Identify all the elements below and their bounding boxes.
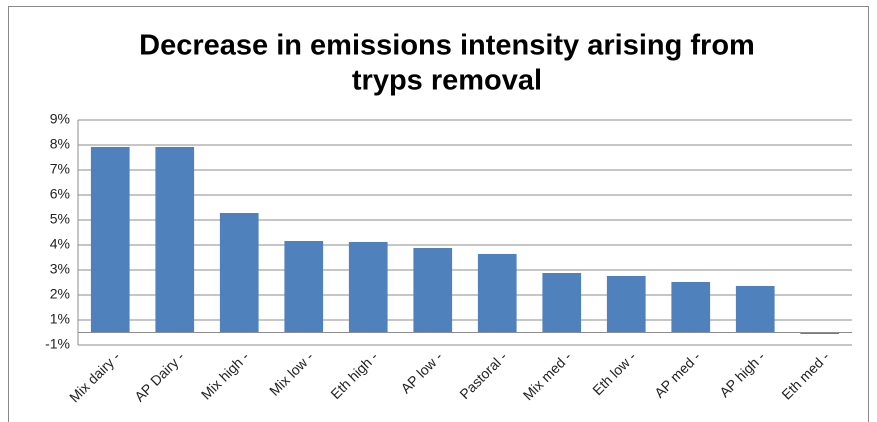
chart-frame [8, 6, 869, 422]
y-tick-label: 4% [50, 236, 70, 252]
y-tick-label: 7% [50, 161, 70, 177]
bar [477, 254, 517, 333]
y-tick-label: 5% [50, 211, 70, 227]
y-tick-label: 1% [50, 311, 70, 327]
y-tick-label: 6% [50, 186, 70, 202]
chart-title: tryps removal [352, 65, 542, 97]
bar [90, 147, 130, 333]
bar [219, 213, 259, 333]
bar [155, 147, 195, 333]
bar [284, 241, 324, 333]
y-tick-label: -1% [45, 336, 70, 352]
bar [413, 248, 453, 333]
y-tick-label: 3% [50, 261, 70, 277]
bar [348, 242, 388, 333]
y-tick-label: 9% [50, 111, 70, 127]
chart-title: Decrease in emissions intensity arising … [139, 30, 755, 62]
y-tick-label: 8% [50, 136, 70, 152]
bar [542, 273, 582, 333]
bar [671, 282, 711, 333]
bar [606, 276, 646, 333]
bar [735, 286, 775, 333]
bar [800, 332, 840, 334]
y-tick-label: 2% [50, 286, 70, 302]
